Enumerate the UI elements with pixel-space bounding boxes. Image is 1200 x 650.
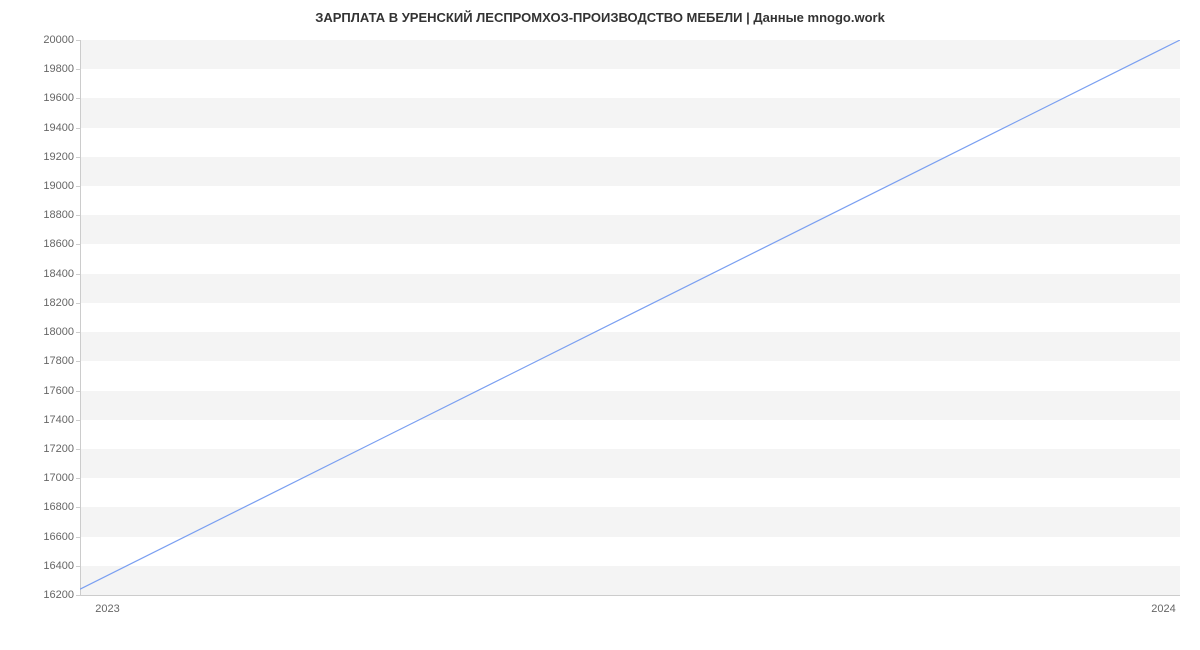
x-tick-label: 2024 (1151, 603, 1175, 615)
y-tick-label: 17200 (43, 443, 74, 455)
y-tick-label: 18000 (43, 326, 74, 338)
y-tick-label: 19600 (43, 92, 74, 104)
plot-area: 1620016400166001680017000172001740017600… (80, 40, 1180, 595)
y-tick-label: 17400 (43, 414, 74, 426)
salary-line-chart: ЗАРПЛАТА В УРЕНСКИЙ ЛЕСПРОМХОЗ-ПРОИЗВОДС… (0, 0, 1200, 650)
y-tick-label: 19800 (43, 63, 74, 75)
y-tick-label: 16400 (43, 560, 74, 572)
x-tick-label: 2023 (95, 603, 119, 615)
y-tick-label: 17000 (43, 472, 74, 484)
y-tick-label: 19400 (43, 122, 74, 134)
y-tick-label: 18600 (43, 238, 74, 250)
y-tick-label: 16800 (43, 501, 74, 513)
y-tick-label: 18200 (43, 297, 74, 309)
series-salary (80, 40, 1180, 589)
y-tick-label: 17600 (43, 385, 74, 397)
y-tick-label: 19000 (43, 180, 74, 192)
chart-title: ЗАРПЛАТА В УРЕНСКИЙ ЛЕСПРОМХОЗ-ПРОИЗВОДС… (0, 10, 1200, 25)
y-tick-label: 16600 (43, 531, 74, 543)
y-tick-label: 19200 (43, 151, 74, 163)
y-tick-label: 18800 (43, 209, 74, 221)
y-tick-label: 16200 (43, 589, 74, 601)
series-layer (80, 40, 1180, 595)
x-axis-line (80, 595, 1180, 596)
y-tick-label: 17800 (43, 355, 74, 367)
y-tick-label: 20000 (43, 34, 74, 46)
y-tick-label: 18400 (43, 268, 74, 280)
